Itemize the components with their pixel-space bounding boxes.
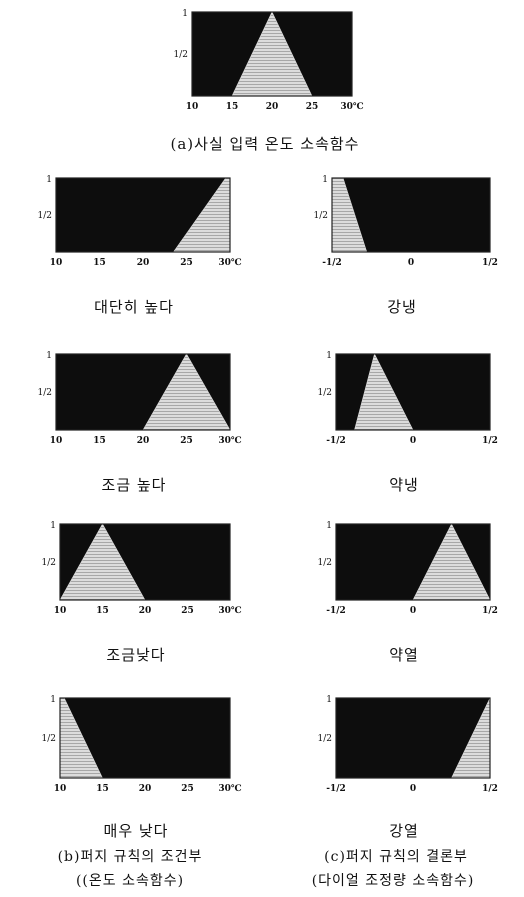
y-tick-label: 1/2 xyxy=(38,388,52,398)
chart-slightly-low: 1 1/2 10 15 20 25 30℃ xyxy=(40,521,242,616)
chart-svg: 1 1/2 10 15 20 25 30℃ xyxy=(42,695,242,794)
caption-very-high: 대단히 높다 xyxy=(94,298,174,316)
y-tick-label: 1/2 xyxy=(42,734,56,744)
x-tick-label: 15 xyxy=(96,784,109,794)
y-tick-label: 1 xyxy=(326,521,332,531)
footer-right-line1: (c)퍼지 규칙의 결론부 xyxy=(324,849,468,865)
x-tick-label: 30℃ xyxy=(340,102,364,112)
plot-frame xyxy=(59,697,231,779)
x-tick-label: 30℃ xyxy=(218,258,242,268)
x-tick-label: -1/2 xyxy=(326,606,346,616)
chart-svg: 1 1/2 10 15 20 25 30℃ xyxy=(42,521,242,616)
x-tick-label: -1/2 xyxy=(326,436,346,446)
x-tick-label: 1/2 xyxy=(482,436,498,446)
chart-strong-heat: 1 1/2 -1/2 0 1/2 xyxy=(316,695,498,794)
x-tick-label: -1/2 xyxy=(322,258,342,268)
y-tick-label: 1/2 xyxy=(174,50,188,60)
x-tick-label: 15 xyxy=(93,436,106,446)
footer-left-line1: (b)퍼지 규칙의 조건부 xyxy=(57,849,203,865)
y-tick-label: 1/2 xyxy=(314,211,328,221)
chart-svg: 1 1/2 10 15 20 25 30℃ xyxy=(38,175,242,268)
y-tick-label: 1 xyxy=(326,695,332,705)
chart-strong-cool: 1 1/2 -1/2 0 1/2 xyxy=(312,175,498,268)
x-tick-label: 10 xyxy=(54,606,67,616)
x-tick-label: 1/2 xyxy=(482,258,498,268)
chart-slightly-high: 1 1/2 10 15 20 25 30℃ xyxy=(36,351,242,446)
x-tick-label: 25 xyxy=(180,436,193,446)
plot-frame xyxy=(335,697,491,779)
plot-frame xyxy=(55,353,231,431)
chart-svg: 1 1/2 10 15 20 25 30℃ xyxy=(38,351,242,446)
x-tick-label: 20 xyxy=(137,436,150,446)
y-tick-label: 1/2 xyxy=(38,211,52,221)
plot-frame xyxy=(331,177,491,253)
x-tick-label: 25 xyxy=(306,102,319,112)
x-tick-label: 10 xyxy=(54,784,67,794)
chart-very-high: 1 1/2 10 15 20 25 30℃ xyxy=(36,175,242,268)
x-tick-label: 20 xyxy=(139,606,152,616)
footer-left-line2: ((온도 소속함수) xyxy=(75,873,185,889)
caption-input-temperature: (a)사실 입력 온도 소속함수 xyxy=(170,135,360,153)
y-tick-label: 1/2 xyxy=(318,388,332,398)
x-tick-label: 25 xyxy=(181,606,194,616)
x-tick-label: 25 xyxy=(180,258,193,268)
x-tick-label: 10 xyxy=(186,102,199,112)
x-tick-label: 30℃ xyxy=(218,436,242,446)
chart-weak-cool: 1 1/2 -1/2 0 1/2 xyxy=(316,351,498,446)
y-tick-label: 1 xyxy=(182,9,188,19)
caption-slightly-high: 조금 높다 xyxy=(101,476,167,494)
caption-weak-heat: 약열 xyxy=(389,646,419,664)
x-tick-label: 10 xyxy=(50,258,63,268)
x-tick-label: -1/2 xyxy=(326,784,346,794)
caption-weak-cool: 약냉 xyxy=(389,476,419,494)
chart-svg: 1 1/2 10 15 20 25 30℃ xyxy=(174,9,364,112)
x-tick-label: 25 xyxy=(181,784,194,794)
x-tick-label: 20 xyxy=(137,258,150,268)
y-tick-label: 1/2 xyxy=(318,558,332,568)
plot-frame xyxy=(55,177,231,253)
caption-strong-heat: 강열 xyxy=(389,822,419,840)
x-tick-label: 20 xyxy=(139,784,152,794)
x-tick-label: 10 xyxy=(50,436,63,446)
y-tick-label: 1 xyxy=(322,175,328,185)
x-tick-label: 0 xyxy=(410,606,416,616)
caption-strong-cool: 강냉 xyxy=(387,298,417,316)
chart-svg: 1 1/2 -1/2 0 1/2 xyxy=(318,695,498,794)
y-tick-label: 1/2 xyxy=(42,558,56,568)
x-tick-label: 30℃ xyxy=(218,784,242,794)
caption-slightly-low: 조금낮다 xyxy=(106,646,166,664)
chart-svg: 1 1/2 -1/2 0 1/2 xyxy=(318,351,498,446)
plot-frame xyxy=(59,523,231,601)
x-tick-label: 15 xyxy=(96,606,109,616)
x-tick-label: 0 xyxy=(410,436,416,446)
y-tick-label: 1/2 xyxy=(318,734,332,744)
y-tick-label: 1 xyxy=(46,175,52,185)
chart-input-temperature: 1 1/2 10 15 20 25 30℃ xyxy=(172,9,364,112)
x-tick-label: 1/2 xyxy=(482,784,498,794)
x-tick-label: 0 xyxy=(410,784,416,794)
x-tick-label: 15 xyxy=(226,102,239,112)
x-tick-label: 0 xyxy=(408,258,414,268)
y-tick-label: 1 xyxy=(50,695,56,705)
x-tick-label: 30℃ xyxy=(218,606,242,616)
chart-svg: 1 1/2 -1/2 0 1/2 xyxy=(318,521,498,616)
chart-very-low: 1 1/2 10 15 20 25 30℃ xyxy=(40,695,242,794)
caption-very-low: 매우 낮다 xyxy=(103,822,169,840)
y-tick-label: 1 xyxy=(50,521,56,531)
x-tick-label: 1/2 xyxy=(482,606,498,616)
y-tick-label: 1 xyxy=(326,351,332,361)
chart-svg: 1 1/2 -1/2 0 1/2 xyxy=(314,175,498,268)
footer-right-line2: (다이얼 조정량 소속함수) xyxy=(311,873,475,889)
x-tick-label: 20 xyxy=(266,102,279,112)
plot-frame xyxy=(335,523,491,601)
y-tick-label: 1 xyxy=(46,351,52,361)
chart-weak-heat: 1 1/2 -1/2 0 1/2 xyxy=(316,521,498,616)
plot-frame xyxy=(335,353,491,431)
x-tick-label: 15 xyxy=(93,258,106,268)
plot-frame xyxy=(191,11,353,97)
